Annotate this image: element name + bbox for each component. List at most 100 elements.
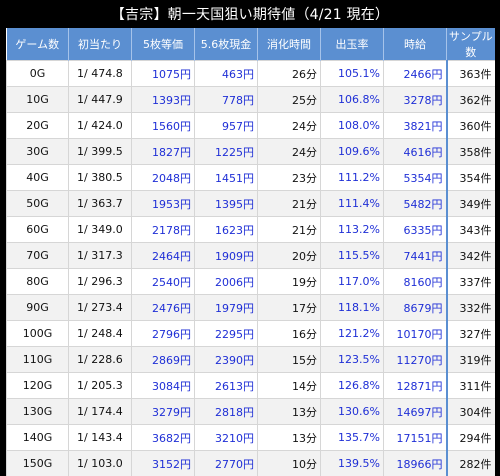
cell-5-6-cash: 2006円 [195, 269, 258, 295]
cell-first-hit: 1/ 474.8 [69, 61, 132, 87]
cell-hourly: 4616円 [384, 139, 447, 165]
cell-hourly: 2466円 [384, 61, 447, 87]
cell-game-count: 20G [7, 113, 69, 139]
column-header-5-equal: 5枚等価 [132, 28, 195, 61]
cell-5-6-cash: 778円 [195, 87, 258, 113]
cell-game-count: 100G [7, 321, 69, 347]
cell-samples: 354件 [447, 165, 495, 191]
cell-5-6-cash: 463円 [195, 61, 258, 87]
cell-5-6-cash: 1979円 [195, 295, 258, 321]
column-header-payout-rate: 出玉率 [321, 28, 384, 61]
table-header-row: ゲーム数 初当たり 5枚等価 5.6枚現金 消化時間 出玉率 時給 サンプル数 [7, 28, 495, 61]
cell-first-hit: 1/ 296.3 [69, 269, 132, 295]
cell-game-count: 60G [7, 217, 69, 243]
cell-hourly: 18966円 [384, 451, 447, 476]
cell-hourly: 8160円 [384, 269, 447, 295]
cell-time: 23分 [258, 165, 321, 191]
cell-first-hit: 1/ 103.0 [69, 451, 132, 476]
cell-payout-rate: 108.0% [321, 113, 384, 139]
cell-game-count: 130G [7, 399, 69, 425]
cell-hourly: 14697円 [384, 399, 447, 425]
cell-game-count: 90G [7, 295, 69, 321]
cell-time: 25分 [258, 87, 321, 113]
cell-5-6-cash: 1225円 [195, 139, 258, 165]
cell-5-6-cash: 2770円 [195, 451, 258, 476]
cell-payout-rate: 111.4% [321, 191, 384, 217]
cell-samples: 362件 [447, 87, 495, 113]
cell-hourly: 3278円 [384, 87, 447, 113]
cell-samples: 319件 [447, 347, 495, 373]
cell-first-hit: 1/ 447.9 [69, 87, 132, 113]
cell-time: 24分 [258, 113, 321, 139]
cell-samples: 342件 [447, 243, 495, 269]
cell-first-hit: 1/ 174.4 [69, 399, 132, 425]
cell-hourly: 12871円 [384, 373, 447, 399]
cell-5-equal: 1953円 [132, 191, 195, 217]
cell-5-equal: 2476円 [132, 295, 195, 321]
cell-time: 14分 [258, 373, 321, 399]
cell-5-equal: 2540円 [132, 269, 195, 295]
column-header-first-hit: 初当たり [69, 28, 132, 61]
cell-5-equal: 2178円 [132, 217, 195, 243]
cell-game-count: 80G [7, 269, 69, 295]
cell-payout-rate: 130.6% [321, 399, 384, 425]
column-header-hourly: 時給 [384, 28, 447, 61]
cell-hourly: 11270円 [384, 347, 447, 373]
cell-time: 24分 [258, 139, 321, 165]
column-header-samples: サンプル数 [447, 28, 495, 61]
cell-payout-rate: 118.1% [321, 295, 384, 321]
cell-time: 15分 [258, 347, 321, 373]
cell-hourly: 8679円 [384, 295, 447, 321]
cell-hourly: 6335円 [384, 217, 447, 243]
cell-first-hit: 1/ 248.4 [69, 321, 132, 347]
cell-first-hit: 1/ 399.5 [69, 139, 132, 165]
cell-hourly: 3821円 [384, 113, 447, 139]
cell-game-count: 40G [7, 165, 69, 191]
expected-value-table: ゲーム数 初当たり 5枚等価 5.6枚現金 消化時間 出玉率 時給 サンプル数 … [6, 28, 495, 476]
cell-first-hit: 1/ 424.0 [69, 113, 132, 139]
cell-game-count: 30G [7, 139, 69, 165]
cell-time: 21分 [258, 217, 321, 243]
cell-payout-rate: 123.5% [321, 347, 384, 373]
cell-time: 13分 [258, 399, 321, 425]
cell-samples: 360件 [447, 113, 495, 139]
cell-5-equal: 1827円 [132, 139, 195, 165]
cell-samples: 358件 [447, 139, 495, 165]
cell-samples: 363件 [447, 61, 495, 87]
page-title: 【吉宗】朝一天国狙い期待値（4/21 現在） [6, 3, 494, 27]
cell-5-6-cash: 1395円 [195, 191, 258, 217]
cell-time: 20分 [258, 243, 321, 269]
cell-samples: 304件 [447, 399, 495, 425]
cell-payout-rate: 139.5% [321, 451, 384, 476]
cell-samples: 282件 [447, 451, 495, 476]
cell-game-count: 150G [7, 451, 69, 476]
cell-game-count: 50G [7, 191, 69, 217]
cell-time: 17分 [258, 295, 321, 321]
cell-payout-rate: 117.0% [321, 269, 384, 295]
column-header-5-6-cash: 5.6枚現金 [195, 28, 258, 61]
cell-payout-rate: 105.1% [321, 61, 384, 87]
cell-5-6-cash: 2390円 [195, 347, 258, 373]
cell-game-count: 110G [7, 347, 69, 373]
cell-5-6-cash: 2295円 [195, 321, 258, 347]
screenshot-frame: 【吉宗】朝一天国狙い期待値（4/21 現在） ゲーム数 初当たり 5枚等価 5.… [0, 0, 500, 438]
cell-5-equal: 2869円 [132, 347, 195, 373]
cell-first-hit: 1/ 273.4 [69, 295, 132, 321]
cell-5-6-cash: 1909円 [195, 243, 258, 269]
cell-hourly: 10170円 [384, 321, 447, 347]
cell-first-hit: 1/ 380.5 [69, 165, 132, 191]
cell-payout-rate: 121.2% [321, 321, 384, 347]
cell-5-equal: 2048円 [132, 165, 195, 191]
cell-5-equal: 1560円 [132, 113, 195, 139]
cell-samples: 327件 [447, 321, 495, 347]
cell-time: 19分 [258, 269, 321, 295]
cell-game-count: 0G [7, 61, 69, 87]
